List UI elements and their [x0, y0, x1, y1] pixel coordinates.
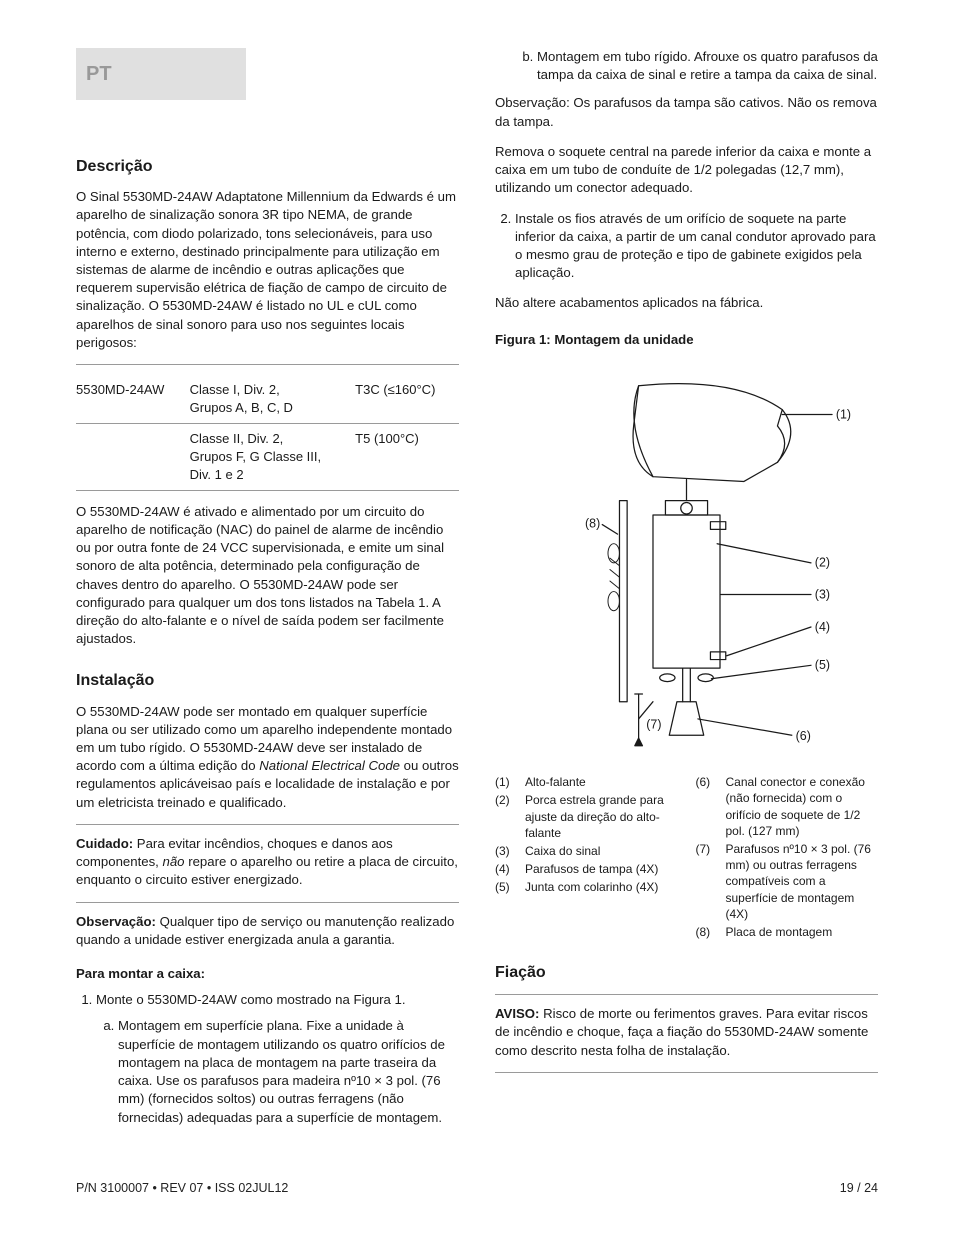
list-item: Montagem em superfície plana. Fixe a uni… [118, 1017, 459, 1126]
sub-steps: Montagem em superfície plana. Fixe a uni… [96, 1017, 459, 1126]
step-2-note: Não altere acabamentos aplicados na fábr… [495, 294, 878, 312]
legend-text: Parafusos de tampa (4X) [525, 861, 658, 877]
step-1-text: Monte o 5530MD-24AW como mostrado na Fig… [96, 992, 406, 1007]
legend-right: (6) Canal conector e conexão (não forneci… [696, 774, 879, 942]
step-1b-text: Montagem em tubo rígido. Afrouxe os quat… [537, 49, 878, 82]
page: PT Descrição O Sinal 5530MD-24AW Adaptat… [0, 0, 954, 1235]
legend-num: (6) [696, 774, 718, 839]
callout-8: (8) [585, 516, 600, 530]
legend-text: Parafusos nº10 × 3 pol. (76 mm) ou outra… [726, 841, 879, 922]
callout-1: (1) [836, 407, 851, 421]
descricao-paragraph-2: O 5530MD-24AW é ativado e alimentado por… [76, 503, 459, 649]
haz-model: 5530MD-24AW [76, 375, 190, 423]
table-row: 5530MD-24AW Classe I, Div. 2, Grupos A, … [76, 375, 459, 423]
right-column: Montagem em tubo rígido. Afrouxe os quat… [495, 48, 878, 1139]
step-1b-p2: Remova o soquete central na parede infer… [495, 143, 878, 198]
table-row: Classe II, Div. 2, Grupos F, G Classe II… [76, 423, 459, 490]
legend-num: (3) [495, 843, 517, 859]
mounting-diagram-svg: (1) (2) (3) (4) (5) (6) (7) (8) [495, 357, 878, 759]
footer-left: P/N 3100007 • REV 07 • ISS 02JUL12 [76, 1181, 288, 1195]
legend-num: (7) [696, 841, 718, 922]
legend-item: (7) Parafusos nº10 × 3 pol. (76 mm) ou ou… [696, 841, 879, 922]
warning-lead: AVISO: [495, 1006, 539, 1021]
step-2-text: Instale os fios através de um orifício d… [515, 211, 876, 281]
legend-text: Alto-falante [525, 774, 586, 790]
rule [76, 824, 459, 825]
legend-num: (1) [495, 774, 517, 790]
legend-text: Placa de montagem [726, 924, 833, 940]
heading-fiacao: Fiação [495, 962, 878, 984]
haz-model [76, 423, 190, 490]
table-top-rule [76, 364, 459, 365]
legend-item: (5) Junta com colarinho (4X) [495, 879, 678, 895]
legend-item: (3) Caixa do sinal [495, 843, 678, 859]
caution-paragraph: Cuidado: Para evitar incêndios, choques … [76, 835, 459, 890]
callout-4: (4) [815, 620, 830, 634]
step-1b-note: Observação: Os parafusos da tampa são ca… [495, 94, 878, 130]
callout-6: (6) [796, 729, 811, 743]
legend-num: (5) [495, 879, 517, 895]
list-item: Montagem em tubo rígido. Afrouxe os quat… [537, 48, 878, 84]
emphasis: não [163, 854, 185, 869]
legend-item: (6) Canal conector e conexão (não forneci… [696, 774, 879, 839]
heading-montar-caixa: Para montar a caixa: [76, 965, 459, 983]
haz-temp: T5 (100°C) [355, 423, 459, 490]
legend-text: Porca estrela grande para ajuste da dire… [525, 792, 678, 841]
descricao-paragraph-1: O Sinal 5530MD-24AW Adaptatone Millenniu… [76, 188, 459, 352]
heading-instalacao: Instalação [76, 670, 459, 692]
figure-1: (1) (2) (3) (4) (5) (6) (7) (8) [495, 357, 878, 764]
left-column: Descrição O Sinal 5530MD-24AW Adaptatone… [76, 48, 459, 1139]
list-item: Monte o 5530MD-24AW como mostrado na Fig… [96, 991, 459, 1127]
legend-item: (2) Porca estrela grande para ajuste da d… [495, 792, 678, 841]
figure-legend: (1) Alto-falante (2) Porca estrela grande … [495, 774, 878, 942]
heading-descricao: Descrição [76, 156, 459, 178]
sub-steps-cont: Montagem em tubo rígido. Afrouxe os quat… [495, 48, 878, 84]
legend-num: (4) [495, 861, 517, 877]
footer-right: 19 / 24 [840, 1181, 878, 1195]
heading-figura: Figura 1: Montagem da unidade [495, 331, 878, 349]
haz-class: Classe I, Div. 2, Grupos A, B, C, D [190, 375, 356, 423]
obs-lead: Observação: [76, 914, 156, 929]
legend-left: (1) Alto-falante (2) Porca estrela grande … [495, 774, 678, 942]
observation-paragraph: Observação: Qualquer tipo de serviço ou … [76, 913, 459, 949]
text: Risco de morte ou ferimentos graves. Par… [495, 1006, 868, 1057]
mount-steps: Monte o 5530MD-24AW como mostrado na Fig… [76, 991, 459, 1127]
rule [495, 1072, 878, 1073]
haz-class: Classe II, Div. 2, Grupos F, G Classe II… [190, 423, 356, 490]
haz-temp: T3C (≤160°C) [355, 375, 459, 423]
page-footer: P/N 3100007 • REV 07 • ISS 02JUL12 19 / … [76, 1181, 878, 1195]
callout-3: (3) [815, 587, 830, 601]
list-item: Instale os fios através de um orifício d… [515, 210, 878, 283]
two-column-layout: Descrição O Sinal 5530MD-24AW Adaptatone… [76, 48, 878, 1139]
legend-text: Junta com colarinho (4X) [525, 879, 658, 895]
legend-num: (8) [696, 924, 718, 940]
warning-paragraph: AVISO: Risco de morte ou ferimentos grav… [495, 1005, 878, 1060]
nec-italic: National Electrical Code [259, 758, 400, 773]
rule [76, 902, 459, 903]
instalacao-paragraph: O 5530MD-24AW pode ser montado em qualqu… [76, 703, 459, 812]
mount-steps-cont: Instale os fios através de um orifício d… [495, 210, 878, 283]
legend-item: (1) Alto-falante [495, 774, 678, 790]
language-badge: PT [76, 48, 246, 100]
callout-7: (7) [646, 717, 661, 731]
legend-item: (4) Parafusos de tampa (4X) [495, 861, 678, 877]
legend-item: (8) Placa de montagem [696, 924, 879, 940]
rule [495, 994, 878, 995]
caution-lead: Cuidado: [76, 836, 133, 851]
legend-text: Caixa do sinal [525, 843, 600, 859]
callout-2: (2) [815, 556, 830, 570]
callout-5: (5) [815, 658, 830, 672]
legend-num: (2) [495, 792, 517, 841]
hazard-table: 5530MD-24AW Classe I, Div. 2, Grupos A, … [76, 375, 459, 491]
legend-text: Canal conector e conexão (não fornecida)… [726, 774, 879, 839]
